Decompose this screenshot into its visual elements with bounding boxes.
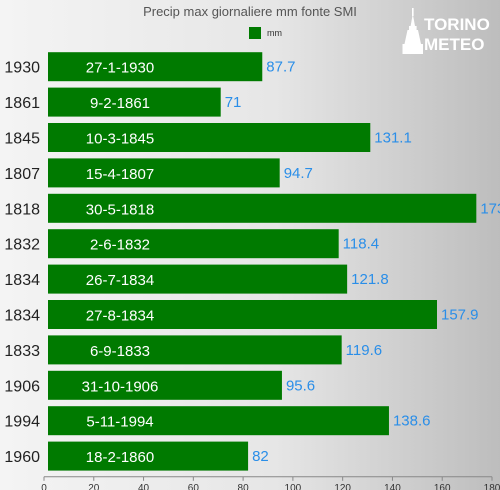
- legend-swatch: [249, 27, 261, 39]
- bar: [48, 229, 339, 259]
- x-axis: 0 20 40 60 80 100 120 140 160 180: [41, 476, 500, 490]
- bar-date-label: 9-2-1861: [90, 95, 150, 112]
- bar-date-label: 18-2-1860: [86, 449, 154, 466]
- bar: [48, 370, 282, 400]
- x-tick-label: 0: [41, 483, 47, 490]
- logo-text-line2: METEO: [424, 35, 484, 54]
- logo-text-line1: TORINO: [424, 15, 490, 34]
- x-tick-label: 120: [334, 483, 351, 490]
- bar: [48, 406, 389, 436]
- x-tick-label: 160: [434, 483, 451, 490]
- bar-date-label: 27-8-1834: [86, 308, 154, 325]
- x-tick-label: 20: [88, 483, 100, 490]
- bar: [48, 158, 280, 188]
- bar-value-label: 138.6: [393, 413, 431, 430]
- bar-date-label: 10-3-1845: [86, 131, 154, 148]
- bar-value-label: 71: [225, 94, 242, 111]
- bar-date-label: 2-6-1832: [90, 237, 150, 254]
- bars-layer: 1930 27-1-1930 87.7 1861 9-2-1861 71 1845 10-3-…: [4, 52, 500, 471]
- y-tick-label: 1833: [4, 343, 40, 360]
- bar: [48, 441, 249, 471]
- bar-value-label: 157.9: [441, 307, 479, 324]
- bar-value-label: 119.6: [346, 342, 382, 359]
- bar-value-label: 82: [252, 448, 269, 465]
- bar-value-label: 95.6: [286, 377, 315, 394]
- bar: [48, 335, 342, 365]
- bar-date-label: 15-4-1807: [86, 166, 154, 183]
- y-tick-label: 1994: [4, 414, 40, 431]
- bar: [48, 52, 263, 82]
- bar-value-label: 121.8: [351, 271, 389, 288]
- y-tick-label: 1834: [4, 272, 40, 289]
- bar: [48, 300, 437, 329]
- bar-date-label: 31-10-1906: [82, 378, 159, 395]
- y-tick-label: 1861: [4, 95, 40, 112]
- torino-meteo-logo: TORINO METEO: [402, 8, 490, 54]
- y-tick-label: 1832: [4, 237, 40, 254]
- bar: [48, 193, 477, 223]
- y-tick-label: 1845: [4, 131, 40, 148]
- y-tick-label: 1930: [4, 60, 40, 77]
- x-tick-label: 100: [285, 483, 302, 490]
- bar-value-label: 118.4: [343, 236, 379, 253]
- chart-legend: mm: [249, 27, 282, 39]
- bar-date-label: 30-5-1818: [86, 201, 154, 218]
- chart-title: Precip max giornaliere mm fonte SMI: [143, 4, 357, 19]
- mole-icon: [402, 8, 423, 54]
- y-tick-label: 1818: [4, 201, 40, 218]
- bar-value-label: 94.7: [284, 165, 313, 182]
- bar-date-label: 27-1-1930: [86, 60, 154, 77]
- legend-label: mm: [267, 28, 282, 38]
- bar-value-label: 87.7: [266, 59, 295, 76]
- bar: [48, 264, 348, 294]
- bar: [48, 87, 221, 117]
- y-tick-label: 1906: [4, 378, 40, 395]
- bar-value-label: 131.1: [374, 130, 412, 147]
- x-tick-label: 180: [484, 483, 500, 490]
- x-tick-label: 40: [138, 483, 150, 490]
- bar-value-label: 173.7: [480, 200, 500, 217]
- bar-date-label: 26-7-1834: [86, 272, 154, 289]
- bar-date-label: 6-9-1833: [90, 343, 150, 360]
- bar-date-label: 5-11-1994: [86, 414, 153, 431]
- x-tick-label: 80: [238, 483, 250, 490]
- bar: [48, 123, 371, 152]
- y-tick-label: 1807: [4, 166, 40, 183]
- x-tick-label: 60: [188, 483, 200, 490]
- x-tick-label: 140: [384, 483, 401, 490]
- y-tick-label: 1960: [4, 449, 40, 466]
- y-tick-label: 1834: [4, 308, 40, 325]
